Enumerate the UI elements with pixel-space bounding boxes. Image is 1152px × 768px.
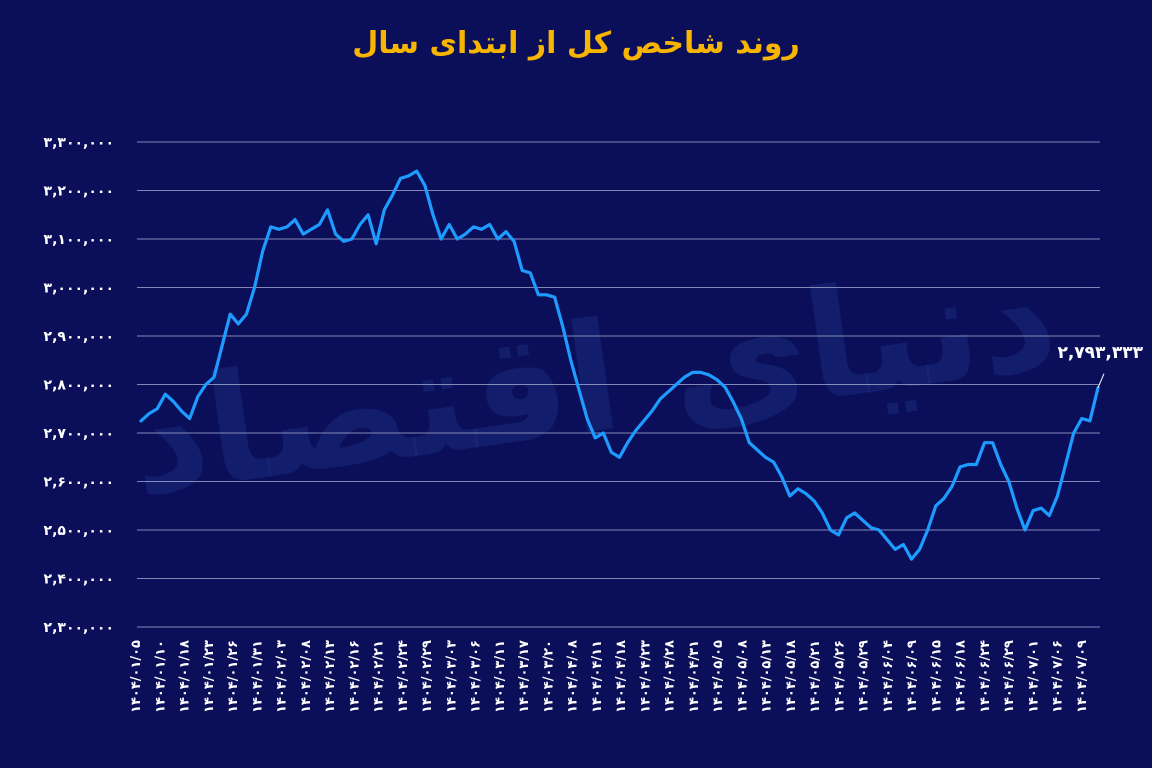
x-tick-label: ۱۴۰۴/۰۳/۰۳ [444, 640, 459, 713]
y-tick-label: ۳,۱۰۰,۰۰۰ [44, 232, 114, 248]
x-tick-label: ۱۴۰۴/۰۱/۰۵ [129, 640, 144, 713]
last-value-label: ۲,۷۹۳,۳۳۳ [1057, 343, 1143, 363]
x-tick-label: ۱۴۰۴/۰۵/۱۸ [784, 640, 799, 713]
x-tick-label: ۱۴۰۴/۰۶/۰۹ [905, 640, 920, 713]
x-tick-label: ۱۴۰۴/۰۵/۲۹ [857, 640, 872, 713]
x-tick-label: ۱۴۰۴/۰۱/۱۸ [178, 640, 193, 713]
y-tick-label: ۲,۹۰۰,۰۰۰ [44, 329, 114, 345]
x-tick-label: ۱۴۰۴/۰۶/۲۴ [978, 640, 993, 713]
x-tick-label: ۱۴۰۴/۰۱/۲۶ [226, 640, 241, 713]
last-value-leader [1097, 373, 1105, 388]
x-tick-label: ۱۴۰۴/۰۷/۰۹ [1075, 640, 1090, 713]
x-tick-label: ۱۴۰۴/۰۳/۱۷ [517, 640, 532, 713]
x-tick-label: ۱۴۰۴/۰۴/۲۳ [638, 640, 653, 713]
x-tick-label: ۱۴۰۴/۰۵/۲۶ [832, 640, 847, 713]
x-tick-label: ۱۴۰۴/۰۴/۰۸ [566, 640, 581, 713]
x-tick-label: ۱۴۰۴/۰۶/۱۸ [954, 640, 969, 713]
x-tick-label: ۱۴۰۴/۰۲/۱۳ [323, 640, 338, 713]
x-tick-label: ۱۴۰۴/۰۱/۲۳ [202, 640, 217, 713]
x-tick-label: ۱۴۰۴/۰۴/۱۸ [614, 640, 629, 713]
x-tick-label: ۱۴۰۴/۰۴/۳۱ [687, 640, 702, 713]
x-tick-label: ۱۴۰۴/۰۲/۲۴ [396, 640, 411, 713]
y-tick-label: ۲,۴۰۰,۰۰۰ [44, 572, 114, 588]
x-tick-label: ۱۴۰۴/۰۴/۲۸ [663, 640, 678, 713]
x-tick-label: ۱۴۰۴/۰۱/۳۱ [250, 640, 265, 713]
x-tick-label: ۱۴۰۴/۰۵/۲۱ [808, 640, 823, 713]
x-tick-label: ۱۴۰۴/۰۳/۲۰ [541, 640, 556, 713]
x-tick-label: ۱۴۰۴/۰۶/۲۹ [1002, 640, 1017, 713]
y-tick-label: ۲,۵۰۰,۰۰۰ [44, 523, 114, 539]
y-tick-label: ۲,۳۰۰,۰۰۰ [44, 620, 114, 636]
x-tick-label: ۱۴۰۴/۰۵/۰۸ [735, 640, 750, 713]
x-tick-label: ۱۴۰۴/۰۶/۱۵ [929, 640, 944, 713]
chart-title: روند شاخص کل از ابتدای سال [352, 26, 800, 61]
x-tick-label: ۱۴۰۴/۰۳/۱۱ [493, 640, 508, 713]
x-tick-label: ۱۴۰۴/۰۱/۱۰ [153, 640, 168, 713]
y-tick-label: ۲,۶۰۰,۰۰۰ [44, 475, 114, 491]
x-tick-label: ۱۴۰۴/۰۲/۲۱ [372, 640, 387, 713]
index-line-series [139, 169, 1100, 561]
x-tick-label: ۱۴۰۴/۰۲/۰۳ [275, 640, 290, 713]
watermark-logo: دنیای اقتصاد [119, 228, 1067, 530]
x-tick-label: ۱۴۰۴/۰۵/۱۳ [760, 640, 775, 713]
y-tick-label: ۳,۰۰۰,۰۰۰ [44, 281, 114, 297]
y-tick-label: ۳,۲۰۰,۰۰۰ [44, 184, 114, 200]
x-tick-label: ۱۴۰۴/۰۷/۰۱ [1026, 640, 1041, 713]
x-tick-label: ۱۴۰۴/۰۲/۰۸ [299, 640, 314, 713]
x-tick-label: ۱۴۰۴/۰۲/۲۹ [420, 640, 435, 713]
y-tick-label: ۳,۳۰۰,۰۰۰ [44, 135, 114, 151]
x-tick-label: ۱۴۰۴/۰۴/۱۱ [590, 640, 605, 713]
x-tick-label: ۱۴۰۴/۰۵/۰۵ [711, 640, 726, 713]
x-tick-label: ۱۴۰۴/۰۶/۰۴ [881, 640, 896, 713]
x-tick-label: ۱۴۰۴/۰۲/۱۶ [347, 640, 362, 713]
y-tick-label: ۲,۸۰۰,۰۰۰ [44, 378, 114, 394]
y-tick-label: ۲,۷۰۰,۰۰۰ [44, 426, 114, 442]
x-tick-label: ۱۴۰۴/۰۳/۰۶ [469, 640, 484, 713]
x-tick-label: ۱۴۰۴/۰۷/۰۶ [1051, 640, 1066, 713]
